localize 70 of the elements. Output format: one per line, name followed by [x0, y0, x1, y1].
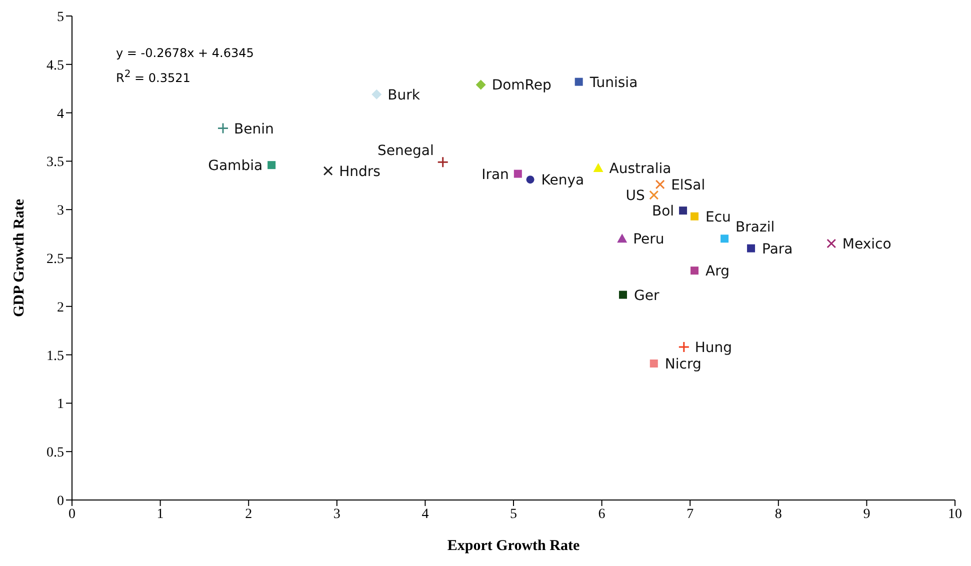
series-label: Tunisia	[588, 74, 638, 91]
series-label: DomRep	[492, 78, 552, 94]
x-tick-label: 7	[686, 506, 694, 522]
point	[650, 360, 658, 368]
x-tick-label: 5	[510, 506, 517, 522]
annotation: R$^{2}$ = 0.3521	[116, 69, 190, 85]
y-tick-label: 2.5	[46, 252, 64, 267]
series-label: Mexico	[842, 236, 892, 252]
point	[690, 212, 699, 220]
series-label: Brazil	[736, 220, 775, 236]
series-label: Nicrg	[664, 356, 702, 373]
y-tick-label: 5	[57, 10, 64, 25]
series-label: Arg	[706, 264, 730, 280]
series-label: Australia	[609, 160, 672, 177]
series-label: Peru	[633, 232, 664, 248]
series-label: Benin	[234, 121, 274, 138]
point	[268, 161, 276, 170]
point	[617, 234, 628, 243]
point	[649, 190, 659, 200]
series-label: Ger	[634, 288, 660, 304]
point	[323, 166, 333, 176]
series-label: ElSal	[671, 177, 706, 194]
x-tick-label: 4	[422, 506, 429, 522]
x-tick-label: 9	[863, 506, 870, 522]
y-tick-label: 1	[57, 397, 64, 412]
series-label: Bol	[652, 204, 674, 220]
point	[526, 176, 534, 184]
series-label: Kenya	[541, 172, 584, 189]
point	[826, 238, 836, 248]
series-label: Iran	[482, 166, 509, 183]
y-tick-label: 3	[57, 204, 64, 219]
point	[690, 266, 699, 275]
x-tick-label: 0	[68, 506, 76, 522]
series-label: Hndrs	[339, 164, 380, 180]
x-tick-label: 3	[333, 506, 340, 522]
point	[476, 80, 486, 90]
series-label: Ecu	[706, 209, 731, 226]
series-label: US	[626, 188, 646, 204]
series-label: Hung	[694, 340, 732, 356]
series-label: Senegal	[378, 143, 434, 160]
x-tick-label: 1	[156, 506, 164, 522]
y-tick-label: 4.5	[46, 58, 64, 74]
point	[720, 234, 729, 243]
y-tick-label: 1.5	[46, 348, 64, 364]
point	[747, 244, 756, 252]
x-tick-label: 8	[774, 506, 782, 522]
series-label: Para	[762, 241, 793, 258]
x-tick-label: 2	[245, 506, 252, 522]
point	[655, 180, 665, 190]
point	[372, 89, 382, 100]
y-tick-label: 0	[57, 494, 64, 509]
y-axis-title: GDP Growth Rate	[11, 198, 28, 318]
point	[593, 162, 604, 172]
x-axis-title: Export Growth Rate	[447, 538, 580, 554]
point	[574, 78, 583, 86]
point	[679, 206, 688, 215]
annotation: y = -0.2678x + 4.6345	[116, 46, 254, 60]
y-tick-label: 4	[57, 106, 64, 122]
y-tick-label: 3.5	[46, 155, 64, 170]
series-label: Gambia	[208, 158, 263, 174]
series-label: Burk	[388, 87, 421, 104]
point	[514, 170, 522, 178]
x-tick-label: 10	[948, 506, 962, 522]
y-tick-label: 2	[57, 300, 64, 316]
point	[618, 290, 627, 299]
x-tick-label: 6	[598, 506, 606, 522]
point	[437, 156, 449, 168]
point	[678, 341, 690, 353]
point	[217, 122, 229, 134]
y-tick-label: 0.5	[46, 446, 64, 461]
